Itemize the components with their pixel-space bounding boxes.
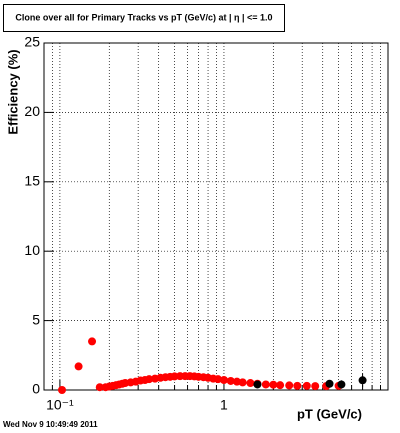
y-tick-label: 10 — [24, 242, 40, 258]
data-point — [253, 380, 262, 389]
data-point — [285, 381, 294, 390]
x-tick-label: 1 — [220, 397, 228, 413]
data-point — [276, 381, 285, 390]
y-axis-label: Efficiency (%) — [5, 49, 20, 134]
data-point — [58, 386, 67, 394]
data-point — [325, 379, 334, 388]
data-point — [88, 337, 97, 346]
data-point — [74, 362, 83, 371]
footer-date: Wed Nov 9 10:49:49 2011 — [3, 420, 98, 429]
plot-frame — [43, 42, 389, 391]
data-point — [293, 381, 302, 390]
y-tick-label: 0 — [32, 381, 40, 397]
data-point — [145, 375, 154, 384]
title-box — [3, 4, 285, 32]
y-tick-label: 5 — [32, 311, 40, 327]
data-point — [219, 376, 228, 385]
data-point — [226, 376, 235, 385]
data-point — [246, 379, 255, 388]
data-point — [238, 378, 247, 387]
y-tick-label: 15 — [24, 173, 40, 189]
x-tick-label: 10⁻¹ — [46, 397, 74, 413]
chart-title: Clone over all for Primary Tracks vs pT … — [15, 12, 272, 22]
x-axis-label: pT (GeV/c) — [297, 406, 362, 421]
data-point — [214, 375, 223, 384]
data-point — [261, 380, 270, 389]
y-tick-label: 20 — [24, 103, 40, 119]
data-point — [337, 380, 346, 389]
data-point — [269, 380, 278, 389]
data-point — [302, 381, 311, 390]
y-tick-label: 25 — [24, 34, 40, 50]
data-point — [311, 382, 320, 391]
data-point — [95, 383, 104, 392]
data-point — [358, 376, 367, 385]
